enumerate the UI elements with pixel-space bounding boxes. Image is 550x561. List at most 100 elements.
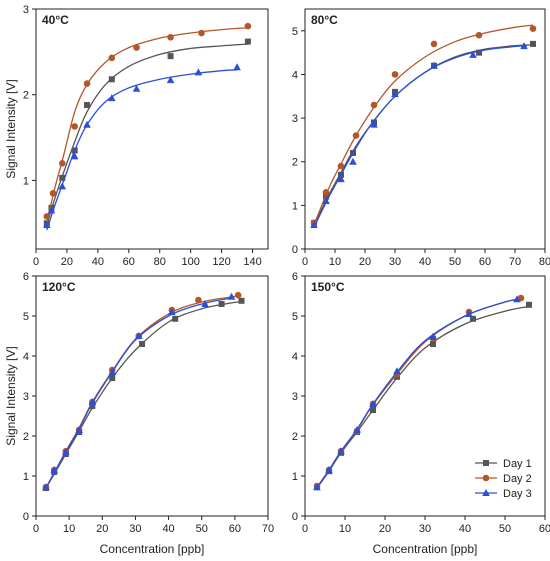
x-tick-label-120c: 40 bbox=[162, 523, 174, 535]
point-day2-120c bbox=[234, 291, 242, 299]
x-tick-label-80c: 20 bbox=[359, 256, 371, 268]
y-tick-label-150c: 6 bbox=[292, 271, 298, 283]
legend-label-day3: Day 3 bbox=[503, 488, 532, 500]
point-day1-120c bbox=[109, 375, 116, 381]
y-tick-label-120c: 0 bbox=[23, 511, 29, 523]
panel-120c: 120°C 0 10 20 30 40 50 60 70 0 1 2 3 4 5 6 bbox=[23, 271, 274, 535]
point-day1-80c bbox=[530, 40, 536, 47]
point-day3-80c bbox=[322, 197, 330, 204]
point-day3-120c bbox=[108, 368, 117, 375]
point-day3-150c bbox=[353, 426, 361, 433]
point-day3-150c bbox=[513, 295, 521, 303]
fit-line-day3-40c bbox=[46, 69, 238, 231]
x-axis-label-left: Concentration [ppb] bbox=[100, 542, 205, 556]
x-tick-label-150c: 40 bbox=[459, 523, 471, 535]
point-day3-120c bbox=[88, 398, 97, 405]
point-day1-120c bbox=[172, 315, 179, 322]
x-tick-label-120c: 0 bbox=[33, 523, 39, 535]
point-day3-120c bbox=[227, 292, 236, 300]
point-day2-40c bbox=[244, 22, 252, 30]
point-day2-80c bbox=[337, 162, 345, 170]
point-day3-80c bbox=[391, 90, 399, 98]
panel-title-40c: 40°C bbox=[42, 13, 69, 27]
point-day1-40c bbox=[167, 53, 174, 60]
x-tick-label-80c: 70 bbox=[509, 256, 521, 268]
point-day3-80c bbox=[310, 221, 318, 228]
point-day1-40c bbox=[244, 38, 251, 45]
point-day1-80c bbox=[476, 49, 482, 56]
y-tick-label-120c: 4 bbox=[23, 351, 29, 363]
y-tick-label-80c: 3 bbox=[292, 113, 298, 125]
point-day3-40c bbox=[194, 68, 203, 76]
fit-line-day1-150c bbox=[316, 305, 530, 489]
x-tick-label-80c: 10 bbox=[329, 256, 341, 268]
x-tick-label-80c: 0 bbox=[302, 256, 308, 268]
point-day2-120c bbox=[195, 296, 202, 304]
ticks-80c: 0 10 20 30 40 50 60 70 80 0 1 2 3 4 5 bbox=[292, 26, 550, 268]
point-day3-40c bbox=[107, 94, 116, 102]
point-day3-150c bbox=[465, 310, 473, 317]
point-day2-80c bbox=[352, 132, 360, 139]
point-day3-40c bbox=[132, 84, 141, 92]
x-tick-label-150c: 20 bbox=[379, 523, 391, 535]
point-day2-40c bbox=[49, 189, 57, 197]
x-tick-label-40c: 140 bbox=[243, 256, 261, 268]
point-day2-40c bbox=[43, 213, 51, 220]
point-day3-120c bbox=[50, 466, 59, 473]
x-tick-label-40c: 20 bbox=[61, 256, 73, 268]
point-day3-150c bbox=[313, 483, 321, 491]
fit-line-day2-150c bbox=[316, 298, 522, 488]
point-day2-40c bbox=[108, 54, 116, 62]
point-day3-40c bbox=[43, 221, 51, 228]
x-axis-label-right: Concentration [ppb] bbox=[373, 542, 478, 556]
y-tick-label-80c: 1 bbox=[292, 200, 298, 212]
y-tick-label-80c: 4 bbox=[292, 69, 298, 81]
plot-area-40c bbox=[43, 22, 252, 231]
point-day1-150c bbox=[470, 315, 476, 322]
y-tick-label-150c: 1 bbox=[292, 471, 298, 483]
x-tick-label-80c: 50 bbox=[449, 256, 461, 268]
x-tick-label-120c: 20 bbox=[96, 523, 108, 535]
plot-frame-120c bbox=[35, 275, 269, 517]
legend: Day 1 Day 2 Day 3 bbox=[475, 458, 532, 500]
ticks-120c: 0 10 20 30 40 50 60 70 0 1 2 3 4 5 6 bbox=[23, 271, 274, 535]
y-axis-label-bottom: Signal Intensity [V] bbox=[4, 346, 18, 445]
point-day1-150c bbox=[526, 301, 532, 308]
y-tick-label-80c: 2 bbox=[292, 157, 298, 169]
point-day2-80c bbox=[475, 31, 483, 39]
y-tick-label-40c: 1 bbox=[23, 175, 29, 187]
point-day3-120c bbox=[201, 300, 209, 307]
x-tick-label-40c: 100 bbox=[181, 256, 199, 268]
point-day1-150c bbox=[370, 407, 376, 413]
y-tick-label-150c: 3 bbox=[292, 391, 298, 403]
x-tick-label-120c: 30 bbox=[129, 523, 141, 535]
point-day1-120c bbox=[89, 403, 96, 409]
panel-40c: 40°C 0 20 40 60 80 100 120 140 1 2 3 bbox=[23, 4, 269, 268]
panel-150c: 150°C 0 10 20 30 40 50 60 0 1 2 3 4 5 6 bbox=[292, 271, 550, 535]
point-day3-150c bbox=[325, 466, 333, 473]
point-day2-40c bbox=[58, 159, 66, 167]
point-day2-80c bbox=[322, 188, 330, 196]
point-day1-120c bbox=[218, 301, 225, 307]
plot-frame-40c bbox=[35, 8, 269, 250]
y-tick-label-120c: 5 bbox=[23, 311, 29, 323]
fit-line-day1-120c bbox=[45, 300, 242, 489]
y-tick-label-150c: 0 bbox=[292, 511, 298, 523]
point-day3-80c bbox=[430, 61, 438, 69]
point-day3-120c bbox=[168, 308, 176, 315]
x-tick-label-40c: 40 bbox=[92, 256, 104, 268]
point-day1-150c bbox=[430, 341, 436, 347]
x-tick-label-40c: 120 bbox=[212, 256, 230, 268]
point-day3-150c bbox=[337, 447, 345, 455]
y-tick-label-80c: 5 bbox=[292, 26, 298, 38]
fit-line-day3-80c bbox=[313, 45, 528, 228]
x-tick-label-40c: 80 bbox=[154, 256, 166, 268]
point-day3-40c bbox=[166, 76, 175, 84]
x-tick-label-150c: 10 bbox=[339, 523, 351, 535]
point-day2-80c bbox=[391, 71, 399, 78]
x-tick-label-120c: 60 bbox=[229, 523, 241, 535]
point-day3-150c bbox=[393, 367, 401, 375]
point-day1-40c bbox=[84, 102, 91, 108]
point-day3-40c bbox=[233, 63, 241, 71]
